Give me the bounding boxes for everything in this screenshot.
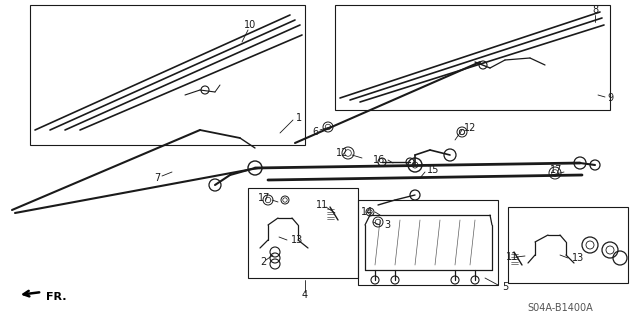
Text: 7: 7 [154,173,160,183]
Text: 1: 1 [296,113,302,123]
Text: FR.: FR. [46,292,67,302]
Text: 12: 12 [335,148,348,158]
Bar [335,5,610,110]
Text: 2: 2 [260,257,266,267]
Text: 17: 17 [258,193,270,203]
Text: 10: 10 [244,20,256,30]
Text: 14: 14 [361,207,373,217]
Text: 13: 13 [291,235,303,245]
Text: S04A-B1400A: S04A-B1400A [527,303,593,313]
Bar [248,188,358,278]
Text: 15: 15 [427,165,440,175]
Text: 11: 11 [506,252,518,262]
Text: 12: 12 [464,123,476,133]
Text: 4: 4 [302,290,308,300]
Text: 3: 3 [384,220,390,230]
Text: 5: 5 [502,282,508,292]
Text: 17: 17 [550,165,562,175]
Text: 16: 16 [372,155,385,165]
Bar [508,207,628,283]
Text: 6: 6 [312,127,318,137]
Bar [358,200,498,285]
Text: 13: 13 [572,253,584,263]
Text: 11: 11 [316,200,328,210]
Text: 8: 8 [592,5,598,15]
Text: 9: 9 [607,93,613,103]
Bar [30,5,305,145]
